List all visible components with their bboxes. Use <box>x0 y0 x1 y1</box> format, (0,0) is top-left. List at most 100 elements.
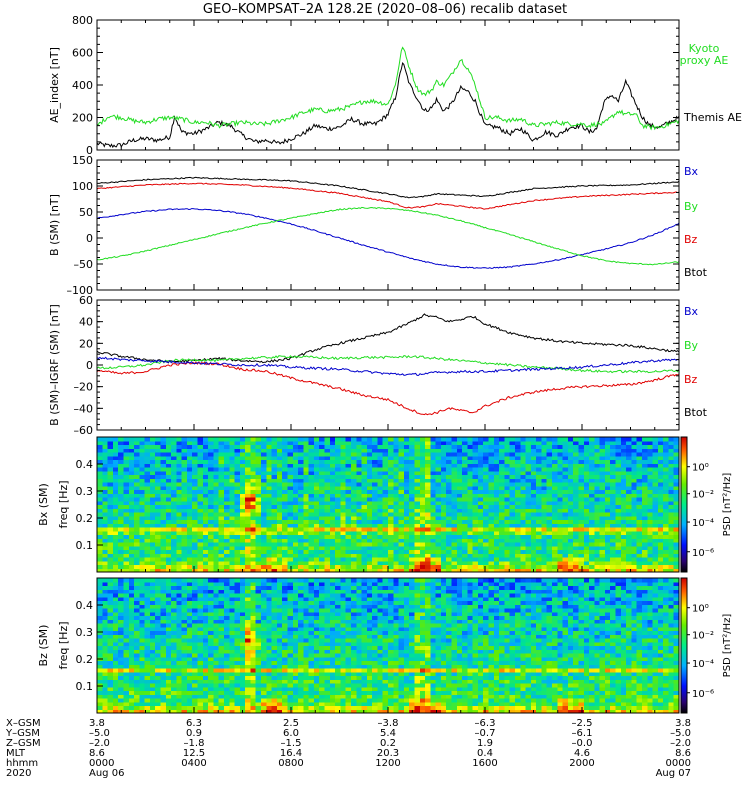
ephemeris-value: 8.6 <box>89 748 105 759</box>
y-tick-label: 800 <box>72 14 93 27</box>
colorbar-tick-label: 10⁰ <box>692 463 709 474</box>
heatmap-cells <box>97 437 680 573</box>
legend-entry-bx: Bx <box>684 165 699 178</box>
legend-entry-by: By <box>684 200 699 213</box>
y-tick-label: 200 <box>72 112 93 125</box>
ephemeris-value: –6.1 <box>572 728 593 739</box>
y-tick-label: 20 <box>79 337 93 350</box>
legend-entry: Themis AE <box>683 111 742 124</box>
ephemeris-value: 1600 <box>472 758 497 769</box>
colorbar <box>680 577 688 714</box>
y-axis-label: Bx (SM) <box>37 483 50 526</box>
y-tick-label: 0 <box>86 232 93 245</box>
y-axis-label: Bz (SM) <box>37 625 50 667</box>
ephemeris-value: 6.3 <box>186 718 202 729</box>
y-tick-label: 0.2 <box>76 653 94 666</box>
heatmap-cells <box>97 578 680 714</box>
colorbar-tick-label: 10⁻² <box>692 490 714 501</box>
panel-bz_psd: 0.1 0.2 0.3 0.4 Bz (SM) freq [Hz] 10⁰ 10⁻² 10⁻⁴ 1… <box>37 577 733 714</box>
y-tick-label: –60 <box>74 424 94 437</box>
colorbar-tick-label: 10⁰ <box>692 604 709 615</box>
y-tick-label: 50 <box>79 206 93 219</box>
y-tick-label: –50 <box>74 258 94 271</box>
series-line-kyoto-proxy-ae <box>97 46 679 131</box>
series-line-by <box>97 355 679 374</box>
y-tick-label: 0 <box>86 359 93 372</box>
colorbar-label: PSD [nT²/Hz] <box>722 614 733 678</box>
y-tick-label: 400 <box>72 79 93 92</box>
ephemeris-value: –2.5 <box>572 718 593 729</box>
figure-title: GEO–KOMPSAT–2A 128.2E (2020–08–06) recal… <box>202 2 568 17</box>
y-tick-label: –20 <box>74 381 94 394</box>
series-line-themis-ae <box>97 62 679 149</box>
ephemeris-value: 3.8 <box>89 718 105 729</box>
ephemeris-value: –0.0 <box>572 738 593 749</box>
legend-entry: Kyoto proxy AE <box>680 42 729 67</box>
ephemeris-value: 2.5 <box>283 718 299 729</box>
ephemeris-value: 0.2 <box>380 738 396 749</box>
colorbar-tick-label: 10⁻² <box>692 631 714 642</box>
y-tick-label: 0.2 <box>76 512 94 525</box>
y-axis-label: AE_index [nT] <box>48 47 61 123</box>
legend-entry-bx: Bx <box>684 305 699 318</box>
ephemeris-row-label: MLT <box>6 748 26 759</box>
series-line-bx <box>97 208 679 269</box>
y-tick-label: 0.3 <box>76 626 94 639</box>
ephemeris-value: 3.8 <box>675 718 691 729</box>
ephemeris-value: –5.0 <box>670 728 691 739</box>
ephemeris-value: 8.6 <box>675 748 691 759</box>
panel-bx_psd: 0.1 0.2 0.3 0.4 Bx (SM) freq [Hz] 10⁰ 10⁻² 10⁻⁴ 1… <box>37 436 733 573</box>
ephemeris-value: 16.4 <box>280 748 302 759</box>
panel-frame <box>96 19 680 151</box>
y-tick-label: 60 <box>79 294 93 307</box>
series-line-btot <box>97 313 679 364</box>
ephemeris-value: –6.3 <box>475 718 496 729</box>
colorbar-tick-label: 10⁻⁶ <box>692 548 714 559</box>
ephemeris-value: 0.9 <box>186 728 202 739</box>
ephemeris-row-label: Y–GSM <box>5 728 40 739</box>
y-tick-label: 150 <box>72 154 93 167</box>
colorbar-tick-label: 10⁻⁴ <box>692 518 714 529</box>
ephemeris-value: –2.0 <box>670 738 691 749</box>
y-tick-label: 100 <box>72 180 93 193</box>
legend-entry-btot: Btot <box>684 406 708 419</box>
series-line-by <box>97 206 679 266</box>
ephemeris-value: 0800 <box>278 758 303 769</box>
ephemeris-value: 20.3 <box>377 748 399 759</box>
ephemeris-row-label: hhmm <box>6 758 38 769</box>
y-tick-label: 0 <box>86 144 93 157</box>
legend-entry-bz: Bz <box>684 373 698 386</box>
ephemeris-value: 0000 <box>666 758 691 769</box>
y-tick-label: –100 <box>67 284 94 297</box>
ephemeris-row-label: Z–GSM <box>6 738 41 749</box>
ephemeris-value: 1200 <box>375 758 400 769</box>
y-tick-label: 0.3 <box>76 485 94 498</box>
ephemeris-value: 4.6 <box>574 748 590 759</box>
ephemeris-row-label: X–GSM <box>6 718 41 729</box>
y-tick-label: 0.1 <box>76 539 94 552</box>
series-line-bx <box>97 356 679 376</box>
ephemeris-value: –0.7 <box>475 728 496 739</box>
ephemeris-value: Aug 06 <box>89 768 124 779</box>
series-line-bz <box>97 361 679 416</box>
ephemeris-value: 12.5 <box>183 748 205 759</box>
y-tick-label: 0.1 <box>76 680 94 693</box>
panel-bdiff: –60 –40 –20 0 20 40 60 B (SM)–IGRF (SM) [nT] Bx B… <box>48 294 708 437</box>
y-axis-label: freq [Hz] <box>57 621 70 669</box>
ephemeris-value: –1.5 <box>281 738 302 749</box>
y-tick-label: 0.4 <box>76 599 94 612</box>
ephemeris-value: 5.4 <box>380 728 396 739</box>
ephemeris-row-label: 2020 <box>6 768 31 779</box>
ephemeris-value: –5.0 <box>89 728 110 739</box>
y-axis-label: B (SM) [nT] <box>48 194 61 256</box>
panel-ae: 0 200 400 600 800 AE_index [nT] Kyoto proxy AE T… <box>48 14 742 157</box>
ephemeris-value: –2.0 <box>89 738 110 749</box>
ephemeris-value: –1.8 <box>184 738 205 749</box>
y-tick-label: 0.4 <box>76 458 94 471</box>
ephemeris-value: 0400 <box>181 758 206 769</box>
legend-entry-btot: Btot <box>684 266 708 279</box>
ephemeris-value: 1.9 <box>477 738 493 749</box>
y-tick-label: –40 <box>74 402 94 415</box>
